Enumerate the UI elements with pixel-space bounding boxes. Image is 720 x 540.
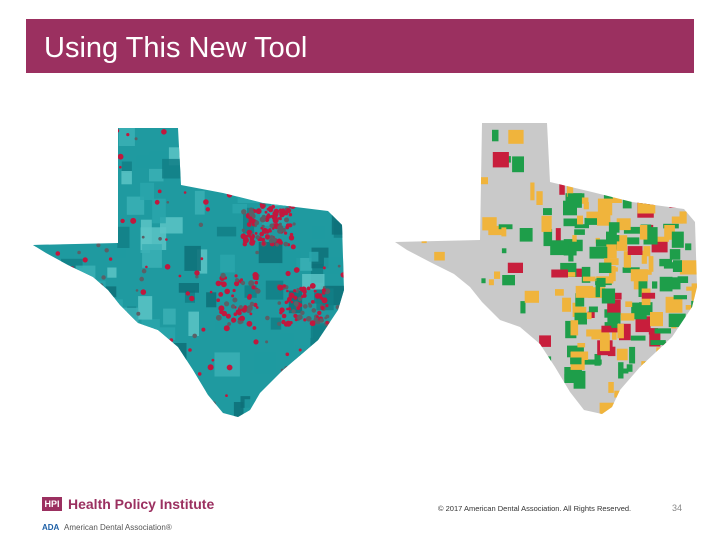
title-bar xyxy=(26,19,694,73)
texas-map-county-classification xyxy=(395,123,697,414)
hpi-name: Health Policy Institute xyxy=(68,496,215,512)
page-number: 34 xyxy=(672,503,683,513)
ada-name: American Dental Association® xyxy=(64,523,172,532)
copyright-text: © 2017 American Dental Association. All … xyxy=(438,504,632,513)
hpi-logo: HPI xyxy=(42,497,62,511)
ada-logo: ADA xyxy=(42,523,60,532)
slide-title: Using This New Tool xyxy=(44,32,308,64)
texas-map-dentist-locations xyxy=(33,128,344,417)
